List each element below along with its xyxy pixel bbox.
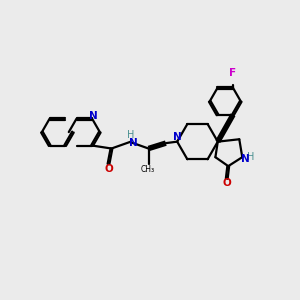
- Text: N: N: [173, 132, 182, 142]
- Text: N: N: [89, 111, 98, 121]
- Text: O: O: [104, 164, 113, 173]
- Text: O: O: [222, 178, 231, 188]
- Text: H: H: [247, 152, 254, 162]
- Text: CH₃: CH₃: [141, 165, 155, 174]
- Text: N: N: [242, 154, 250, 164]
- Text: H: H: [127, 130, 134, 140]
- Text: N: N: [129, 137, 138, 148]
- Text: F: F: [230, 68, 237, 78]
